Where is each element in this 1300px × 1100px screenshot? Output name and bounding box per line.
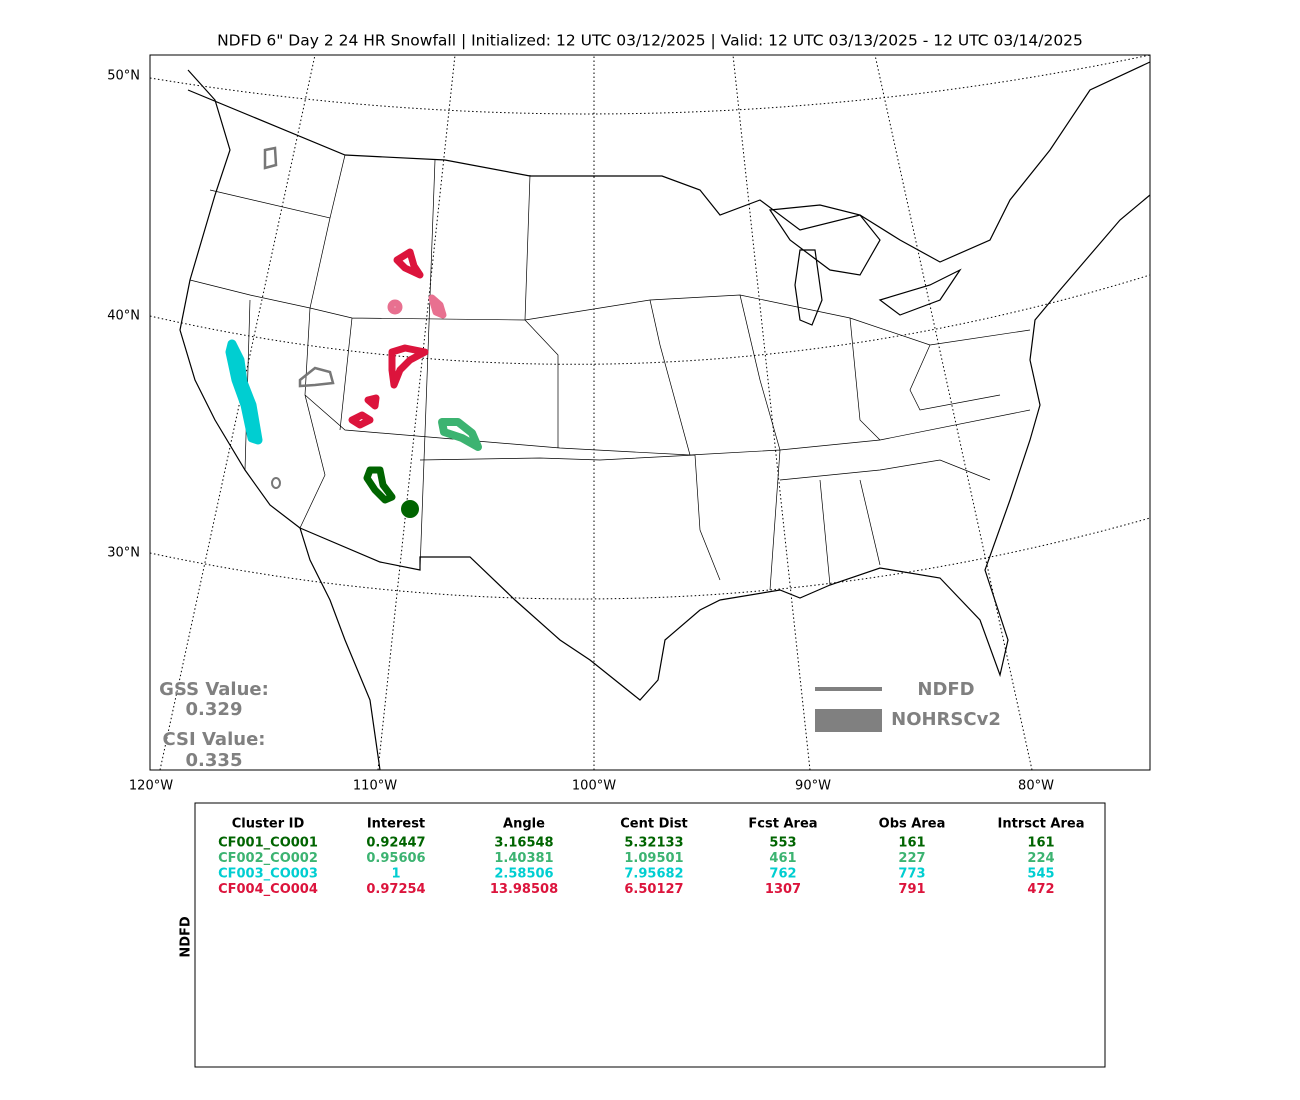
table-cell: 545 xyxy=(1027,867,1054,882)
table-cell: 161 xyxy=(898,836,925,851)
gss-value: 0.329 xyxy=(186,699,243,720)
cluster-cf001 xyxy=(363,466,396,504)
table-frame xyxy=(194,802,1106,1068)
great-lakes xyxy=(768,204,962,326)
table-cell: 472 xyxy=(1027,882,1054,897)
table-cell: 7.95682 xyxy=(624,867,683,882)
table-cell: 1 xyxy=(391,867,400,882)
table-header: Cent Dist xyxy=(620,817,688,832)
ndfd-contour xyxy=(298,366,335,388)
table-cell: 5.32133 xyxy=(624,836,683,851)
cluster-cf002 xyxy=(438,418,482,451)
legend-label: NDFD xyxy=(917,679,974,700)
table-cell: CF002_CO002 xyxy=(218,851,318,866)
table-cell: 13.98508 xyxy=(490,882,558,897)
table-side-label: NDFD xyxy=(179,916,194,958)
csi-label: CSI Value: xyxy=(163,729,266,750)
legend-swatch xyxy=(815,709,882,732)
lat-label: 40°N xyxy=(107,309,140,324)
cluster-cf001 xyxy=(401,500,419,518)
table-cell: 0.97254 xyxy=(366,882,425,897)
map-frame xyxy=(149,54,1151,771)
cluster-cf004 xyxy=(348,248,447,429)
clusters xyxy=(225,248,482,518)
table-header: Fcst Area xyxy=(748,817,817,832)
table-cell: CF004_CO004 xyxy=(218,882,318,897)
table-header: Intrsct Area xyxy=(998,817,1085,832)
table-cell: CF003_CO003 xyxy=(218,867,318,882)
table-header: Interest xyxy=(367,817,425,832)
table-cell: 3.16548 xyxy=(494,836,553,851)
table-cell: 0.95606 xyxy=(366,851,425,866)
gss-label: GSS Value: xyxy=(159,679,269,700)
table-cell: 6.50127 xyxy=(624,882,683,897)
table-cell: 762 xyxy=(769,867,796,882)
lon-label: 80°W xyxy=(1018,779,1054,794)
table-cell: 2.58506 xyxy=(494,867,553,882)
ndfd-contour xyxy=(263,146,278,170)
table-cell: 1.09501 xyxy=(624,851,683,866)
lon-label: 90°W xyxy=(795,779,831,794)
table-cell: 1.40381 xyxy=(494,851,553,866)
table-cell: 791 xyxy=(898,882,925,897)
csi-value: 0.335 xyxy=(186,750,243,771)
graticule xyxy=(150,274,1150,365)
table-cell: 553 xyxy=(769,836,796,851)
title: NDFD 6" Day 2 24 HR Snowfall | Initializ… xyxy=(217,32,1083,50)
table-cell: 227 xyxy=(898,851,925,866)
table-cell: CF001_CO001 xyxy=(218,836,318,851)
table-header: Cluster ID xyxy=(232,817,305,832)
lat-label: 30°N xyxy=(107,546,140,561)
table-cell: 161 xyxy=(1027,836,1054,851)
legend: NDFD NOHRSCv2 xyxy=(815,679,1001,732)
legend-label: NOHRSCv2 xyxy=(891,709,1001,730)
table: Cluster ID Interest Angle Cent Dist Fcst Are… xyxy=(218,817,1084,898)
table-cell: 1307 xyxy=(765,882,801,897)
map: NDFD NOHRSCv2 GSS Value: 0.329 CSI Value… xyxy=(149,54,1151,771)
graticule xyxy=(150,517,1150,600)
table-cell: 0.92447 xyxy=(366,836,425,851)
table-header: Obs Area xyxy=(879,817,946,832)
cluster-cf003 xyxy=(225,339,263,445)
lat-label: 50°N xyxy=(107,69,140,84)
table-cell: 224 xyxy=(1027,851,1054,866)
table-header: Angle xyxy=(503,817,545,832)
ndfd-contour xyxy=(271,477,281,489)
lon-label: 100°W xyxy=(572,779,616,794)
table-cell: 461 xyxy=(769,851,796,866)
lon-label: 110°W xyxy=(353,779,397,794)
lon-label: 120°W xyxy=(129,779,173,794)
table-cell: 773 xyxy=(898,867,925,882)
